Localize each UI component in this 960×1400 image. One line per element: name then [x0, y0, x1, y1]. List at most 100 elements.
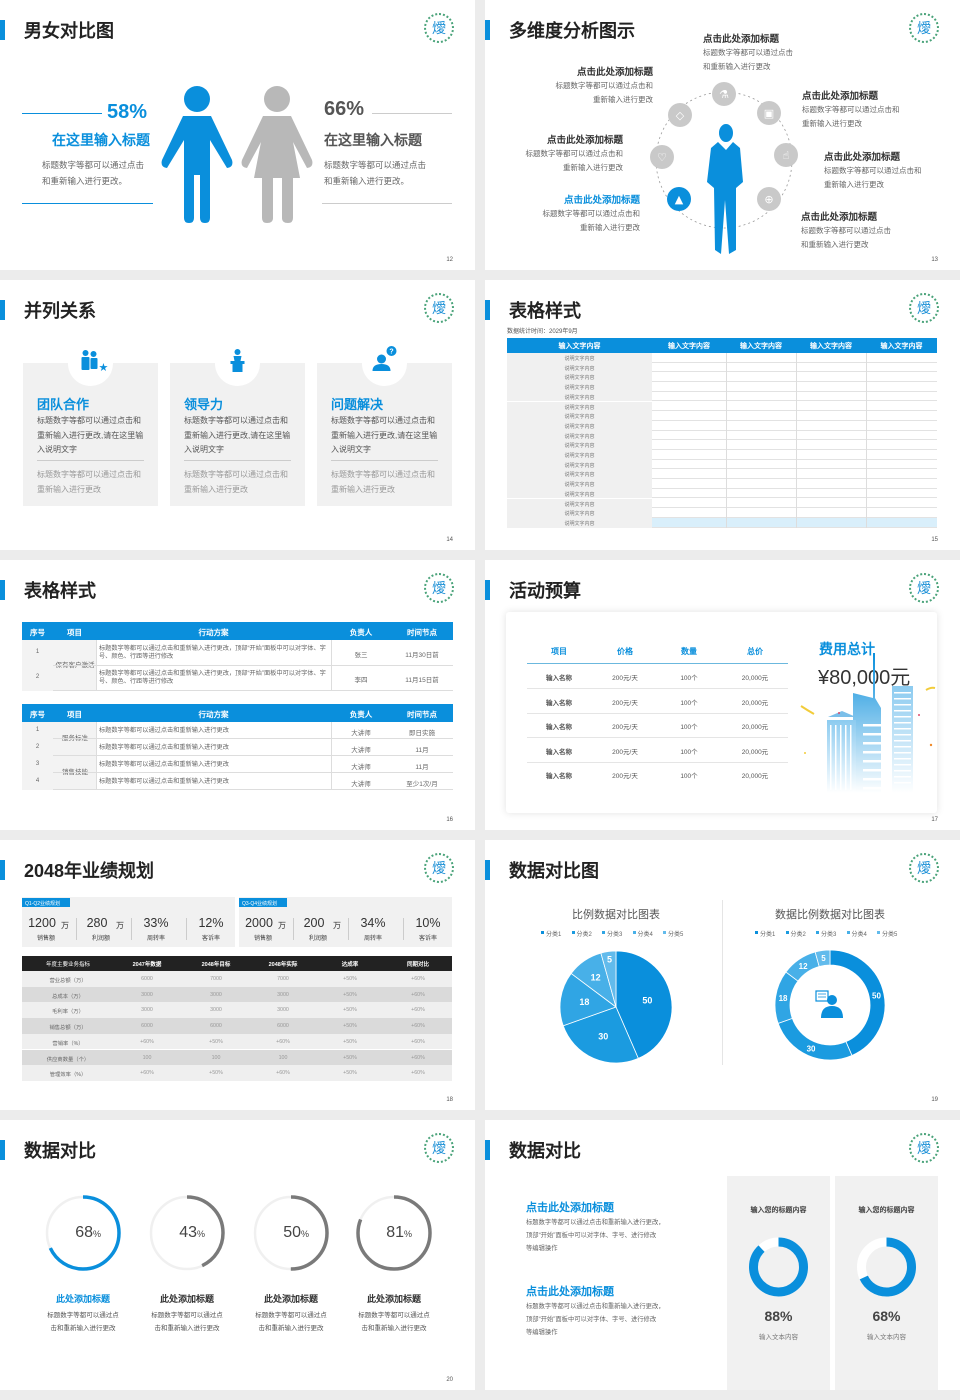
table-row[interactable] — [22, 1033, 452, 1050]
item-title[interactable]: 点击此处添加标题 — [703, 34, 780, 45]
column-divider — [331, 722, 332, 790]
slide-12[interactable]: 男女对比图 燰 12 58% 在这里输入标题 标题数字等都可以通过点击 和重新输入进行更改… — [0, 0, 475, 270]
table-row[interactable] — [507, 431, 937, 441]
item-title[interactable]: 点击此处添加标题 — [546, 135, 623, 146]
svg-text:★: ★ — [99, 361, 109, 374]
card-label: 输入文本内容 — [759, 1334, 798, 1341]
cell: +60% — [411, 1038, 425, 1045]
table-row[interactable] — [507, 392, 937, 402]
table-row[interactable] — [507, 479, 937, 489]
svg-text:▲: ▲ — [675, 193, 684, 206]
cell: 6000 — [277, 1023, 289, 1030]
table-row[interactable] — [22, 1002, 452, 1019]
column-header: 输入文字内容 — [810, 343, 852, 350]
slide-13[interactable]: 多维度分析图示燰 13 ⚗ ◇ ▣ ♡ ☝ ▲ ⊕ 点击此处添加标题 标题数字等都可以通过点击 和重新… — [485, 0, 960, 270]
kpi-unit: 万 — [116, 921, 124, 930]
row-label: 说明文字内容 — [564, 385, 595, 392]
table-row[interactable] — [507, 421, 937, 431]
slide-19[interactable]: 数据对比图燰 19 比例数据对比图表 分类1 分类2 分类3 分类4 分类5 50 30 18 12 5… — [485, 840, 960, 1110]
column-header: 达成率 — [341, 962, 359, 968]
table-row[interactable] — [22, 739, 453, 756]
table-row[interactable] — [22, 756, 453, 773]
card-desc-line: 标题数字等都可以通过点击和 — [37, 416, 141, 425]
item-title[interactable]: 点击此处添加标题 — [576, 67, 653, 78]
table-row[interactable] — [507, 372, 937, 383]
table-row[interactable] — [22, 722, 453, 739]
legend-label: 分类4 — [851, 931, 867, 938]
kpi-label: 周转率 — [146, 936, 165, 942]
data-label: 18 — [579, 997, 589, 1007]
item-desc-line: 标题数字等都可以通过点击和 — [525, 149, 624, 158]
item-title[interactable]: 点击此处添加标题 — [801, 212, 878, 223]
table-row[interactable] — [507, 460, 937, 470]
row-label: 说明文字内容 — [564, 443, 595, 450]
column-header: 输入文字内容 — [558, 343, 601, 350]
card-note-line: 重新输入进行更改 — [37, 484, 101, 494]
cell: 3000 — [277, 1007, 289, 1014]
donut-segment — [814, 949, 831, 967]
table-row[interactable] — [22, 666, 453, 691]
cell: 3000 — [141, 1007, 153, 1014]
table-row[interactable] — [507, 450, 937, 460]
cell: 200元/天 — [612, 748, 638, 756]
title-accent-bar — [0, 300, 5, 320]
card-divider — [37, 460, 144, 461]
row-label-cell — [507, 469, 652, 480]
team-icon: ★ — [81, 350, 109, 374]
row-divider — [527, 688, 788, 689]
card-desc-line: 入说明文字 — [184, 445, 224, 454]
page-number: 14 — [446, 537, 453, 543]
lock-icon: ▣ — [757, 101, 781, 125]
cell: 6000 — [141, 976, 153, 982]
slide-20[interactable]: 数据对比 燰 20 68% 此处添加标题 标题数字等都可以通过点 击和重新输入进行更改 43… — [0, 1120, 475, 1390]
item-title[interactable]: 点击此处添加标题 — [824, 152, 901, 163]
column-header: 2048年实际 — [268, 962, 298, 968]
table-row[interactable] — [507, 508, 937, 518]
table-row[interactable] — [507, 363, 937, 373]
slide-16[interactable]: 表格样式燰 16 序号 项目 行动方案 负责人 时间节点 保有客户激活 1 标题数字等都可以通过点… — [0, 560, 475, 830]
table-row[interactable] — [507, 411, 937, 421]
table-row[interactable] — [507, 382, 937, 392]
ring-desc-line: 标题数字等都可以通过点 — [255, 1312, 327, 1319]
kpi-label: 客诉率 — [418, 936, 437, 942]
city-buildings-illustration — [800, 653, 936, 793]
slide-17[interactable]: 活动预算燰 17 项目 价格 数量 总价 输入名称 200元/天 100个 20,000元 输入名称… — [485, 560, 960, 830]
slide-21[interactable]: 数据对比燰21点击此处添加标题标题数字等都可以通过点击和重新输入进行更改，顶部“… — [485, 1120, 960, 1390]
cell: 20,000元 — [741, 748, 769, 756]
slide-18[interactable]: 2048年业绩规划 燰 18 Q1-Q2业绩规划 1200 万销售额 280 万利润额 33% 周… — [0, 840, 475, 1110]
row-label-cell — [507, 430, 652, 441]
table-row[interactable] — [507, 440, 937, 450]
table-row[interactable] — [22, 971, 452, 987]
slide-15[interactable]: 表格样式 燰 15 数据统计时间：2029年9月 输入文字内容 输入文字内容 输入文字内容 输… — [485, 280, 960, 550]
item-title[interactable]: 点击此处添加标题 — [802, 91, 879, 102]
donut-progress-charts — [749, 1237, 916, 1297]
table-row[interactable] — [507, 517, 937, 528]
table-row[interactable] — [22, 1018, 452, 1034]
table-row[interactable] — [507, 499, 937, 509]
table-row[interactable] — [22, 640, 453, 666]
cell: +60% — [140, 1070, 154, 1077]
row-label: 说明文字内容 — [564, 414, 595, 421]
item-title[interactable]: 点击此处添加标题 — [563, 195, 640, 206]
table-row[interactable] — [507, 353, 937, 363]
legend-swatch — [755, 931, 758, 934]
card — [23, 363, 158, 506]
graduation-cap-icon: ▲ — [667, 187, 691, 211]
table-row[interactable] — [22, 1065, 452, 1081]
table-row[interactable] — [507, 402, 937, 412]
pie-slice — [562, 1006, 639, 1064]
data-label: 18 — [779, 994, 788, 1003]
cell: 100 — [278, 1054, 288, 1061]
kpi-label: 销售额 — [253, 936, 272, 942]
table-row[interactable] — [507, 469, 937, 480]
slide-14[interactable]: 并列关系燰 14 ★ 团队合作 标题数字等都可以通过点击和 重新输入进行更改,请在这里输入… — [0, 280, 475, 550]
row-label: 说明文字内容 — [564, 394, 595, 401]
table-row[interactable] — [22, 773, 453, 790]
table-row[interactable] — [22, 1049, 452, 1066]
ring-desc-line: 标题数字等都可以通过点 — [358, 1312, 430, 1319]
table-row[interactable] — [507, 489, 937, 499]
cell: +60% — [411, 1023, 425, 1030]
legend-label: 分类5 — [668, 931, 684, 938]
column-header: 总价 — [747, 647, 763, 656]
table-row[interactable] — [22, 986, 452, 1003]
